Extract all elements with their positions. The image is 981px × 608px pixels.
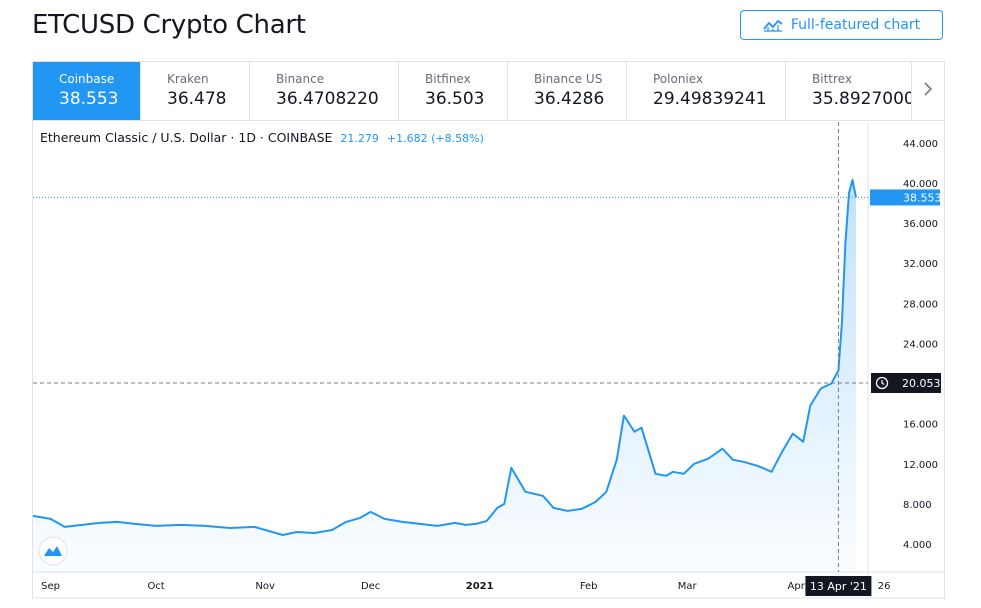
y-tick-label: 12.000	[903, 460, 938, 471]
x-tick-label: Mar	[678, 581, 698, 592]
exchange-price: 36.503	[425, 89, 485, 109]
crosshair-price-badge	[871, 372, 941, 393]
exchange-name: Bittrex	[812, 72, 852, 86]
tradingview-logo-button[interactable]	[38, 536, 68, 566]
x-tick-label: Apr	[788, 581, 806, 592]
x-tick-label: 26	[878, 581, 891, 592]
exchange-price: 36.4708220	[276, 89, 379, 109]
alarm-clock-icon[interactable]	[875, 376, 889, 390]
exchange-name: Binance US	[534, 72, 603, 86]
tab-coinbase[interactable]: Coinbase 38.553	[33, 62, 141, 120]
exchange-name: Binance	[276, 72, 325, 86]
legend-symbol: Ethereum Classic / U.S. Dollar · 1D · CO…	[40, 130, 333, 145]
chart-legend: Ethereum Classic / U.S. Dollar · 1D · CO…	[40, 130, 484, 145]
chart-panel[interactable]	[32, 121, 945, 599]
exchange-tabs: Coinbase 38.553 Kraken 36.478 Binance 36…	[32, 61, 945, 121]
y-tick-label: 40.000	[903, 179, 938, 190]
x-tick-label: 2021	[466, 581, 494, 592]
chevron-right-icon	[923, 81, 933, 101]
exchange-price: 38.553	[59, 89, 119, 109]
x-tick-label: Sep	[41, 581, 60, 592]
y-tick-label: 44.000	[903, 139, 938, 150]
tab-bittrex[interactable]: Bittrex 35.89270000	[786, 62, 913, 120]
tab-binance[interactable]: Binance 36.4708220	[250, 62, 399, 120]
y-tick-label: 24.000	[903, 339, 938, 350]
page-title: ETCUSD Crypto Chart	[32, 10, 306, 40]
exchange-name: Poloniex	[653, 72, 704, 86]
exchange-price: 36.478	[167, 89, 227, 109]
crosshair-date-label: 13 Apr '21	[810, 580, 867, 593]
tab-bitfinex[interactable]: Bitfinex 36.503	[399, 62, 508, 120]
mountain-logo-icon	[44, 546, 62, 556]
y-tick-label: 28.000	[903, 299, 938, 310]
chart-line-icon	[763, 18, 783, 32]
full-featured-chart-label: Full-featured chart	[790, 17, 921, 33]
x-tick-label: Nov	[255, 581, 275, 592]
y-tick-label: 32.000	[903, 259, 938, 270]
x-tick-label: Oct	[147, 581, 164, 592]
x-tick-label: Dec	[361, 581, 380, 592]
exchange-name: Bitfinex	[425, 72, 471, 86]
price-area-fill	[33, 179, 856, 572]
tabs-next-button[interactable]	[911, 62, 944, 120]
tab-binance-us[interactable]: Binance US 36.4286	[508, 62, 627, 120]
y-tick-label: 16.000	[903, 420, 938, 431]
crosshair-price-label: 20.053	[902, 377, 941, 390]
exchange-name: Coinbase	[59, 72, 115, 86]
exchange-price: 29.49839241	[653, 89, 767, 109]
exchange-price: 35.89270000	[812, 89, 913, 109]
legend-change: +1.682 (+8.58%)	[386, 132, 484, 145]
last-price-badge	[870, 189, 940, 206]
price-line	[32, 178, 857, 536]
last-price-label: 38.553	[903, 191, 942, 204]
x-tick-label: Feb	[580, 581, 598, 592]
exchange-name: Kraken	[167, 72, 209, 86]
tab-poloniex[interactable]: Poloniex 29.49839241	[627, 62, 786, 120]
exchange-price: 36.4286	[534, 89, 605, 109]
y-tick-label: 8.000	[903, 500, 932, 511]
y-tick-label: 4.000	[903, 540, 932, 551]
tab-kraken[interactable]: Kraken 36.478	[141, 62, 250, 120]
legend-value: 21.279	[340, 132, 379, 145]
y-tick-label: 36.000	[903, 219, 938, 230]
crosshair-date-badge	[805, 576, 872, 596]
full-featured-chart-button[interactable]: Full-featured chart	[740, 10, 943, 40]
